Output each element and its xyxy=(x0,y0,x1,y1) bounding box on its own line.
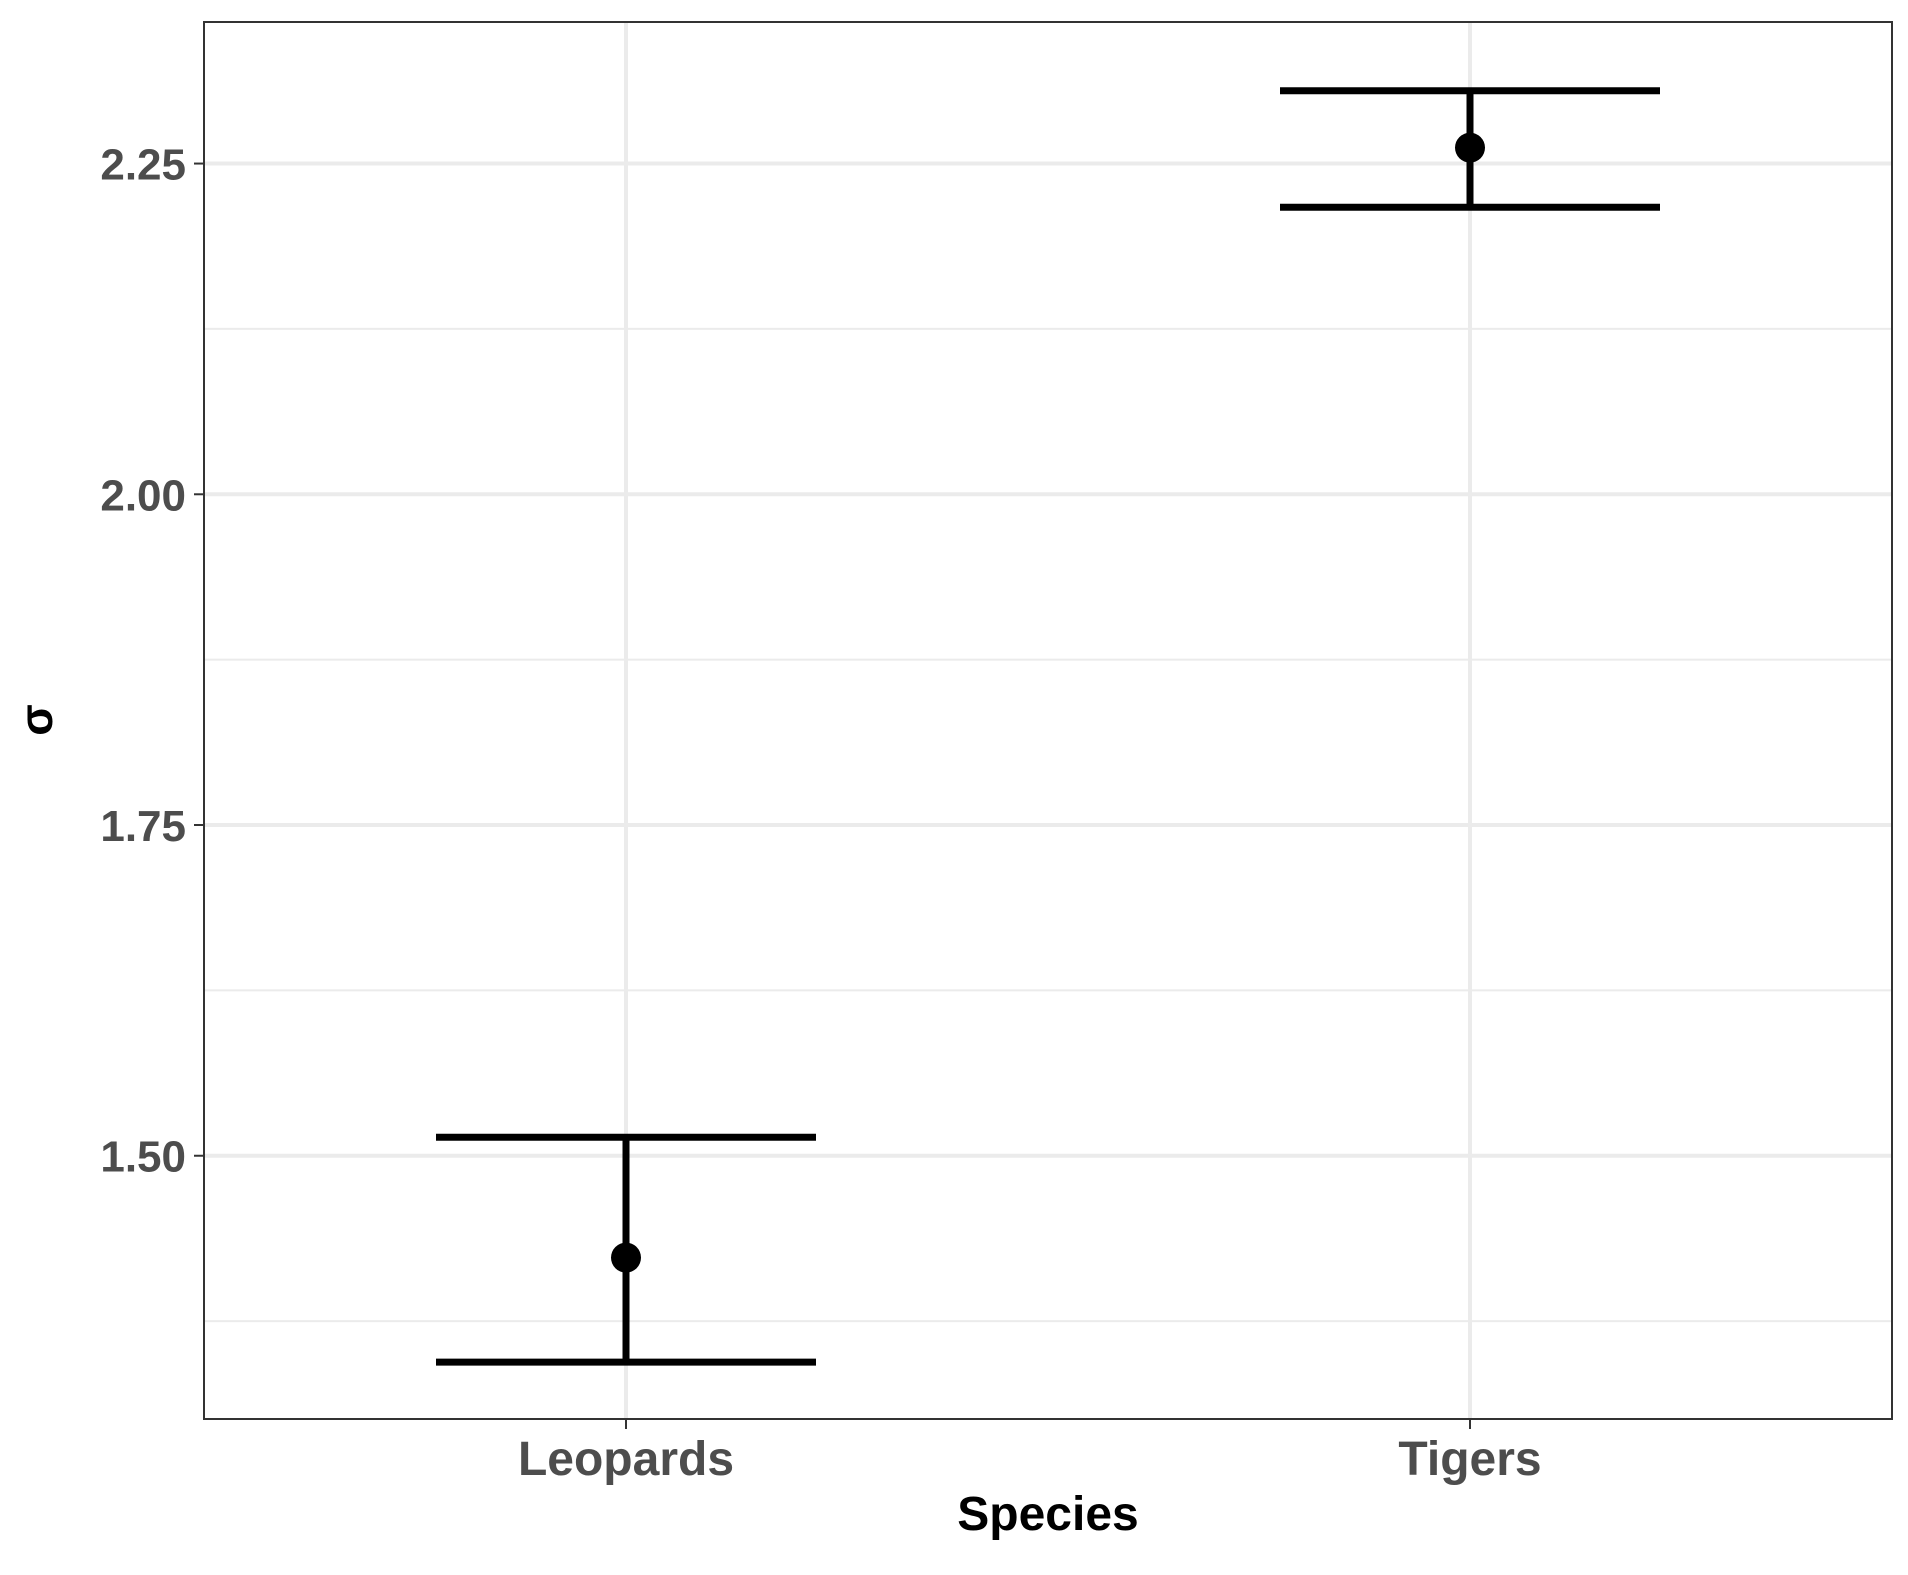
y-tick-label: 1.75 xyxy=(100,802,186,851)
x-tick-label: Tigers xyxy=(1398,1433,1541,1486)
y-tick-label: 2.00 xyxy=(100,471,186,520)
estimate-point xyxy=(1455,132,1485,163)
panel-border xyxy=(203,21,1893,1420)
plot-marks xyxy=(436,87,1660,1366)
y-tick-label: 2.25 xyxy=(100,141,186,190)
grid xyxy=(204,22,1892,1419)
x-axis-title: Species xyxy=(957,1488,1138,1541)
y-axis-title: σ xyxy=(10,704,62,735)
x-tick-label: Leopards xyxy=(518,1433,734,1486)
y-tick-label: 1.50 xyxy=(100,1133,186,1182)
estimate-point xyxy=(611,1242,641,1273)
axes: 1.50 1.75 2.00 2.25 Leopards Tigers xyxy=(100,141,1541,1486)
